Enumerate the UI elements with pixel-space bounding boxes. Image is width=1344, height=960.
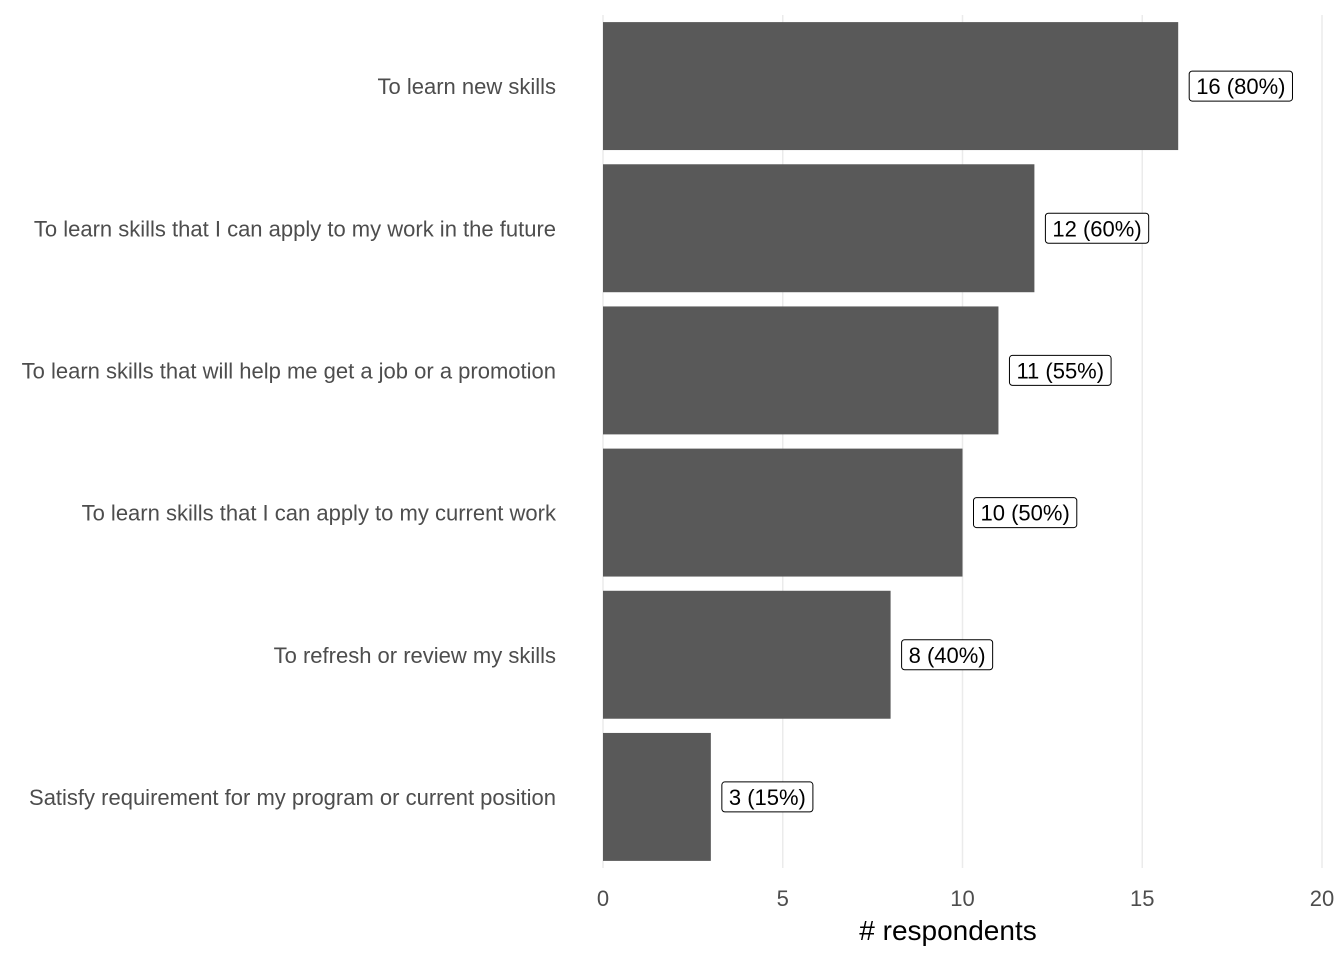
bar [603, 448, 963, 577]
data-label: 12 (60%) [1044, 212, 1150, 244]
data-label-text: 16 (80%) [1196, 74, 1285, 99]
x-tick-label: 0 [597, 886, 609, 911]
category-label: To learn skills that will help me get a … [22, 358, 556, 383]
x-axis-title: # respondents [859, 915, 1036, 946]
bars [603, 22, 1179, 861]
data-label: 11 (55%) [1008, 354, 1112, 386]
data-label-box [973, 497, 1078, 529]
data-label-box [901, 639, 994, 671]
x-axis-ticks: 0 5 10 15 20 [597, 886, 1334, 911]
data-label-text: 11 (55%) [1016, 358, 1104, 383]
gridlines [602, 15, 1323, 868]
data-label-box [1008, 354, 1112, 386]
data-label-text: 8 (40%) [909, 643, 986, 668]
bar [603, 732, 711, 861]
data-label-box [1044, 212, 1150, 244]
category-label: To refresh or review my skills [274, 643, 556, 668]
category-labels: To learn new skills To learn skills that … [22, 74, 557, 810]
data-label-text: 3 (15%) [729, 785, 806, 810]
data-label: 3 (15%) [721, 781, 814, 813]
category-label: To learn skills that I can apply to my c… [82, 501, 557, 526]
data-label-text: 12 (60%) [1052, 216, 1141, 241]
bar [603, 590, 891, 719]
x-tick-label: 10 [950, 886, 974, 911]
data-label: 10 (50%) [973, 497, 1078, 529]
x-tick-label: 5 [777, 886, 789, 911]
data-label-box [1188, 70, 1293, 102]
data-label-text: 10 (50%) [981, 501, 1070, 526]
data-label-box [721, 781, 814, 813]
x-tick-label: 20 [1310, 886, 1334, 911]
category-label: Satisfy requirement for my program or cu… [29, 785, 556, 810]
data-label: 8 (40%) [901, 639, 994, 671]
bar [603, 22, 1179, 151]
data-labels: 16 (80%) 12 (60%) 11 (55%) 10 (50%) 8 (40%) 3… [721, 70, 1293, 813]
data-label: 16 (80%) [1188, 70, 1293, 102]
category-label: To learn new skills [377, 74, 556, 99]
x-tick-label: 15 [1130, 886, 1154, 911]
category-label: To learn skills that I can apply to my w… [34, 216, 556, 241]
bar [603, 164, 1035, 293]
bar [603, 306, 999, 435]
